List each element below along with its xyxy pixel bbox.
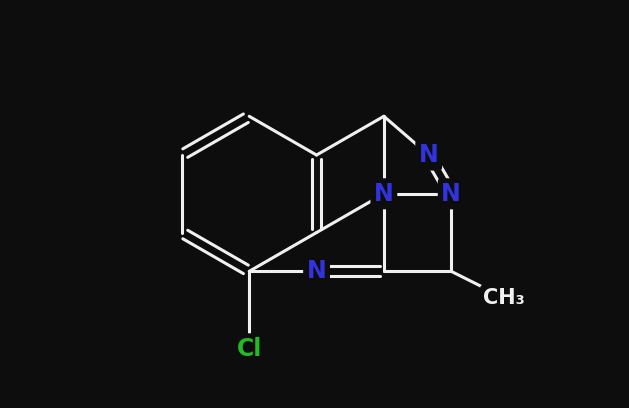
Text: N: N [442, 182, 461, 206]
Text: CH₃: CH₃ [483, 288, 525, 308]
Text: N: N [419, 143, 438, 167]
Text: N: N [374, 182, 394, 206]
Text: N: N [307, 259, 326, 283]
Text: Cl: Cl [237, 337, 262, 361]
